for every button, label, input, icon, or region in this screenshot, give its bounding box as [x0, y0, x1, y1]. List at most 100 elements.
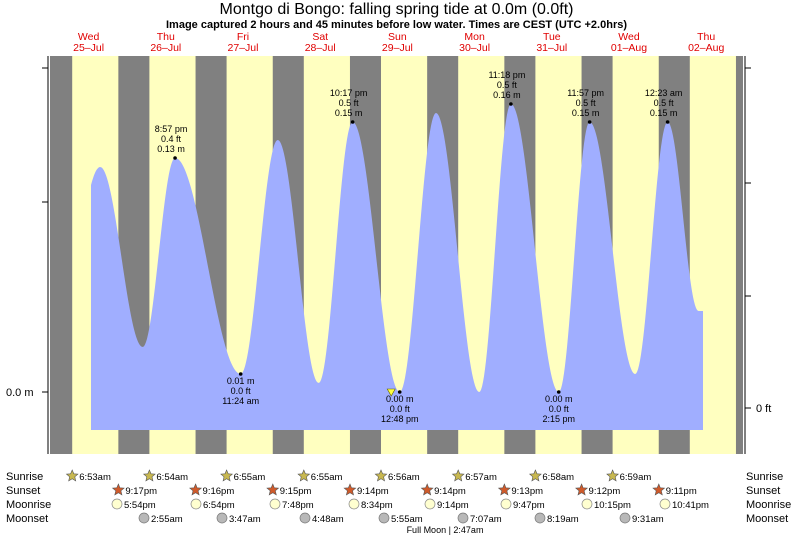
sunset-icon	[111, 483, 125, 496]
sunset-icon	[575, 483, 589, 496]
sunrise-time: 6:59am	[620, 472, 652, 483]
sunrise-icon	[297, 469, 311, 482]
day-label-date: 26–Jul	[150, 42, 181, 54]
extreme-marker	[173, 156, 177, 160]
sunrise-row-label-left: Sunrise	[6, 471, 43, 483]
moonrise-row-label-right: Moonrise	[746, 499, 791, 511]
sunrise-row-label-right: Sunrise	[746, 471, 783, 483]
moonset-time: 8:19am	[547, 514, 579, 525]
high-tide-label: 0.13 m	[157, 144, 185, 154]
sunrise-time: 6:58am	[542, 472, 574, 483]
day-label-date: 02–Aug	[688, 42, 724, 54]
moonset-row-label-left: Moonset	[6, 513, 48, 525]
moonset-time: 3:47am	[229, 514, 261, 525]
moonrise-icon	[269, 498, 281, 510]
moonrise-icon	[581, 498, 593, 510]
moonrise-icon	[424, 498, 436, 510]
low-tide-label: 11:24 am	[222, 396, 259, 406]
day-label-date: 01–Aug	[611, 42, 647, 54]
moonset-icon	[534, 512, 546, 524]
current-time-marker	[386, 388, 396, 397]
almanac: Sunrise Sunrise Sunset Sunset Moonrise Moonri…	[6, 469, 791, 535]
sunset-time: 9:14pm	[357, 486, 389, 497]
extreme-marker	[587, 120, 592, 124]
day-label-name: Sat	[312, 31, 328, 43]
sunrise-icon	[65, 469, 79, 482]
moonset-time: 5:55am	[391, 514, 423, 525]
moonset-icon	[457, 512, 469, 524]
moon-phase-label: Full Moon | 2:47am	[407, 525, 484, 535]
high-tide-label: 8:57 pm	[155, 124, 188, 134]
extreme-marker	[509, 102, 513, 106]
day-label-name: Sun	[388, 31, 407, 43]
high-tide-label: 0.15 m	[650, 108, 678, 118]
low-tide-label: 0.00 m	[545, 394, 573, 404]
high-tide-label: 0.5 ft	[497, 80, 518, 90]
extreme-marker	[397, 390, 402, 394]
sunset-icon	[420, 483, 434, 496]
chart-title: Montgo di Bongo: falling spring tide at …	[219, 1, 574, 18]
moonrise-time: 5:54pm	[124, 500, 156, 511]
day-label-name: Thu	[697, 31, 715, 43]
day-label-name: Wed	[78, 31, 100, 43]
day-label-date: 29–Jul	[382, 42, 413, 54]
sunrise-icon	[142, 469, 156, 482]
day-label-date: 28–Jul	[305, 42, 336, 54]
moonset-icon	[216, 512, 228, 524]
day-label-name: Fri	[237, 31, 249, 43]
moonrise-time: 8:34pm	[361, 500, 393, 511]
extreme-marker	[238, 372, 243, 376]
sunrise-time: 6:54am	[156, 472, 188, 483]
sunset-time: 9:13pm	[511, 486, 543, 497]
sunset-time: 9:15pm	[280, 486, 312, 497]
sunset-icon	[652, 483, 666, 496]
low-tide-label: 2:15 pm	[542, 414, 575, 424]
sunset-time: 9:14pm	[434, 486, 466, 497]
sunrise-time: 6:55am	[234, 472, 266, 483]
moonrise-icon	[111, 498, 123, 510]
day-label-name: Wed	[618, 31, 640, 43]
moonrise-icon	[500, 498, 512, 510]
moonset-time: 2:55am	[151, 514, 183, 525]
high-tide-label: 11:18 pm	[488, 70, 525, 80]
sunrise-time: 6:56am	[388, 472, 420, 483]
sunrise-icon	[374, 469, 388, 482]
extreme-marker	[665, 120, 670, 124]
sunset-icon	[497, 483, 511, 496]
high-tide-label: 0.16 m	[493, 90, 521, 100]
day-label-name: Mon	[464, 31, 485, 43]
sunset-time: 9:16pm	[203, 486, 235, 497]
sunset-icon	[266, 483, 280, 496]
moonset-icon	[299, 512, 311, 524]
low-tide-label: 0.0 ft	[549, 404, 570, 414]
sunset-time: 9:17pm	[125, 486, 157, 497]
left-axis-zero-label: 0.0 m	[6, 387, 34, 399]
moonrise-icon	[659, 498, 671, 510]
moonrise-time: 7:48pm	[282, 500, 314, 511]
low-tide-label: 12:48 pm	[381, 414, 419, 424]
moonset-icon	[619, 512, 631, 524]
high-tide-label: 0.5 ft	[339, 98, 360, 108]
sunset-icon	[189, 483, 203, 496]
axes: 0.0 m 0 ft	[6, 56, 771, 454]
moonrise-icon	[348, 498, 360, 510]
moonset-time: 7:07am	[470, 514, 502, 525]
moonset-row-label-right: Moonset	[746, 513, 788, 525]
moonset-time: 9:31am	[632, 514, 664, 525]
sunrise-icon	[606, 469, 620, 482]
low-tide-label: 0.00 m	[386, 394, 414, 404]
high-tide-label: 11:57 pm	[567, 88, 604, 98]
moonset-icon	[138, 512, 150, 524]
high-tide-label: 0.15 m	[572, 108, 600, 118]
day-label-date: 31–Jul	[536, 42, 567, 54]
sunset-row-label-right: Sunset	[746, 485, 780, 497]
chart-subtitle: Image captured 2 hours and 45 minutes be…	[165, 19, 628, 31]
day-label-date: 30–Jul	[459, 42, 490, 54]
high-tide-label: 0.15 m	[335, 108, 363, 118]
sunrise-icon	[528, 469, 542, 482]
moonrise-time: 10:41pm	[672, 500, 709, 511]
sunrise-icon	[220, 469, 234, 482]
moonrise-time: 9:47pm	[513, 500, 545, 511]
day-label-date: 25–Jul	[73, 42, 104, 54]
